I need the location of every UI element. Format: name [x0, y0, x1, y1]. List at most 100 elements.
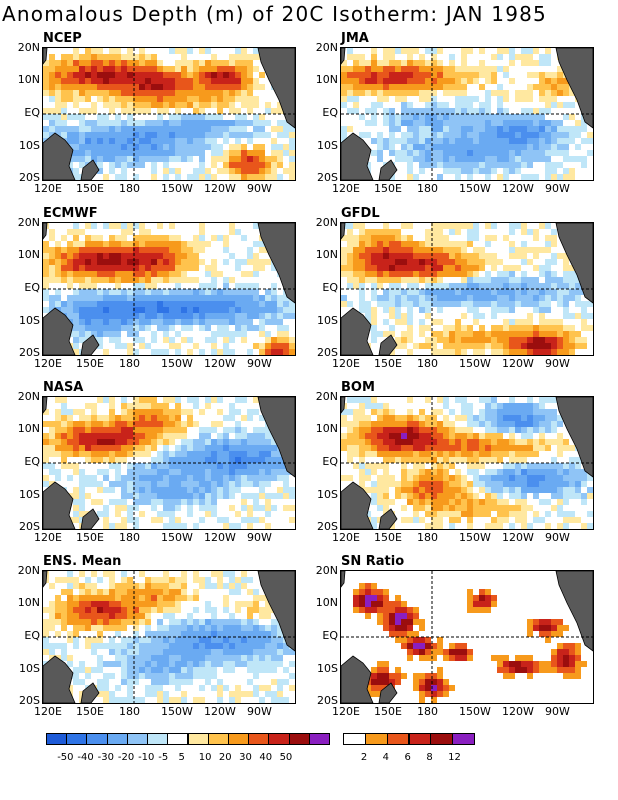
heatmap-cell — [55, 445, 61, 451]
heatmap-cell — [407, 253, 413, 259]
heatmap-cell — [121, 643, 127, 649]
heatmap-cell — [211, 637, 217, 643]
heatmap-cell — [187, 150, 193, 156]
heatmap-cell — [217, 475, 223, 481]
heatmap-cell — [389, 265, 395, 271]
heatmap-cell — [205, 337, 211, 343]
heatmap-cell — [55, 607, 61, 613]
heatmap-cell — [187, 102, 193, 108]
heatmap-cell — [193, 457, 199, 463]
heatmap-cell — [55, 114, 61, 120]
heatmap-cell — [67, 463, 73, 469]
heatmap-cell — [413, 156, 419, 162]
heatmap-cell — [85, 439, 91, 445]
heatmap-cell — [73, 673, 79, 679]
heatmap-cell — [419, 499, 425, 505]
heatmap-cell — [443, 162, 449, 168]
heatmap-cell — [121, 319, 127, 325]
heatmap-cell — [97, 66, 103, 72]
heatmap-cell — [277, 661, 283, 667]
heatmap-cell — [509, 156, 515, 162]
heatmap-cell — [467, 343, 473, 349]
heatmap-cell — [443, 132, 449, 138]
heatmap-cell — [157, 625, 163, 631]
heatmap-cell — [79, 409, 85, 415]
heatmap-cell — [169, 421, 175, 427]
heatmap-cell — [341, 126, 347, 132]
heatmap-cell — [539, 223, 545, 229]
heatmap-cell — [461, 403, 467, 409]
heatmap-cell — [253, 102, 259, 108]
heatmap-cell — [163, 247, 169, 253]
heatmap-cell — [85, 433, 91, 439]
heatmap-cell — [271, 439, 277, 445]
heatmap-cell — [55, 415, 61, 421]
heatmap-cell — [491, 445, 497, 451]
heatmap-cell — [521, 445, 527, 451]
heatmap-cell — [359, 475, 365, 481]
heatmap-cell — [497, 90, 503, 96]
heatmap-cell — [455, 156, 461, 162]
heatmap-cell — [283, 331, 289, 337]
heatmap-cell — [419, 343, 425, 349]
heatmap-cell — [449, 114, 455, 120]
heatmap-cell — [265, 469, 271, 475]
heatmap-cell — [383, 307, 389, 313]
heatmap-cell — [121, 174, 127, 180]
heatmap-cell — [79, 571, 85, 577]
heatmap-cell — [85, 493, 91, 499]
heatmap-cell — [479, 607, 485, 613]
heatmap-cell — [539, 150, 545, 156]
heatmap-cell — [247, 259, 253, 265]
heatmap-cell — [241, 96, 247, 102]
heatmap-cell — [109, 138, 115, 144]
heatmap-cell — [127, 445, 133, 451]
heatmap-cell — [187, 66, 193, 72]
heatmap-cell — [181, 319, 187, 325]
heatmap-cell — [569, 132, 575, 138]
heatmap-cell — [569, 457, 575, 463]
heatmap-cell — [527, 325, 533, 331]
heatmap-cell — [217, 619, 223, 625]
x-tick-label: 90W — [545, 357, 570, 370]
heatmap-cell — [127, 583, 133, 589]
heatmap-cell — [497, 259, 503, 265]
heatmap-cell — [389, 108, 395, 114]
heatmap-cell — [473, 481, 479, 487]
heatmap-cell — [73, 301, 79, 307]
heatmap-cell — [109, 649, 115, 655]
heatmap-cell — [497, 144, 503, 150]
heatmap-cell — [109, 247, 115, 253]
heatmap-cell — [557, 439, 563, 445]
heatmap-cell — [91, 253, 97, 259]
heatmap-cell — [539, 96, 545, 102]
heatmap-cell — [163, 156, 169, 162]
heatmap-cell — [503, 403, 509, 409]
heatmap-cell — [193, 253, 199, 259]
heatmap-cell — [437, 421, 443, 427]
heatmap-cell — [359, 445, 365, 451]
heatmap-cell — [259, 613, 265, 619]
heatmap-cell — [413, 241, 419, 247]
heatmap-cell — [127, 156, 133, 162]
heatmap-cell — [509, 307, 515, 313]
heatmap-cell — [121, 637, 127, 643]
heatmap-cell — [193, 84, 199, 90]
heatmap-cell — [545, 84, 551, 90]
heatmap-cell — [383, 457, 389, 463]
heatmap-cell — [115, 295, 121, 301]
heatmap-cell — [497, 433, 503, 439]
heatmap-cell — [413, 138, 419, 144]
heatmap-cell — [401, 156, 407, 162]
heatmap-cell — [247, 84, 253, 90]
map-panel-ecmwf: ECMWF 20N 10N EQ 10S 20S 120E 150E 180 150W 120W 90… — [0, 206, 300, 385]
heatmap-cell — [581, 475, 587, 481]
heatmap-cell — [521, 120, 527, 126]
heatmap-cell — [187, 156, 193, 162]
heatmap-cell — [395, 421, 401, 427]
heatmap-cell — [545, 481, 551, 487]
heatmap-cell — [455, 78, 461, 84]
heatmap-cell — [253, 397, 259, 403]
heatmap-cell — [169, 78, 175, 84]
heatmap-cell — [347, 253, 353, 259]
